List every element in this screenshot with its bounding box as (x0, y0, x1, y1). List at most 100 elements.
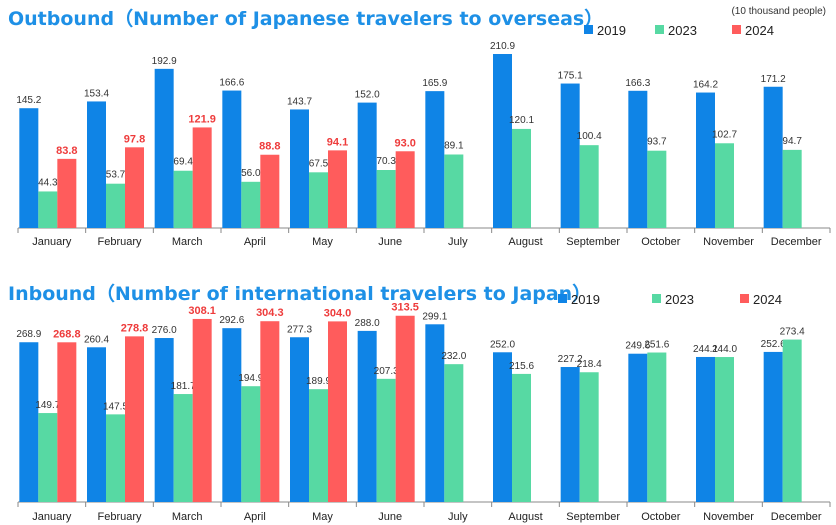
outbound-legend: 2019 2023 2024 (584, 23, 774, 38)
inbound-bar-2019-february (87, 347, 106, 502)
outbound-label-2019-september: 175.1 (558, 71, 583, 82)
inbound-bar-2024-may (328, 321, 347, 502)
outbound-label-2023-january: 44.3 (38, 177, 58, 188)
inbound-chart: Inbound（Number of international traveler… (8, 282, 831, 523)
outbound-bar-2023-july (444, 154, 464, 228)
inbound-label-2024-june: 313.5 (391, 302, 419, 314)
inbound-month-label-october: October (641, 511, 680, 523)
inbound-label-2024-february: 278.8 (121, 322, 149, 334)
outbound-bar-2023-june (376, 170, 396, 228)
inbound-bar-2019-january (19, 342, 39, 502)
outbound-label-2019-march: 192.9 (152, 56, 177, 67)
outbound-label-2023-december: 94.7 (782, 136, 802, 147)
unit-note: (10 thousand people) (731, 6, 826, 17)
outbound-bar-2023-november (715, 143, 734, 228)
inbound-month-label-december: December (771, 511, 822, 523)
outbound-bar-2023-march (173, 170, 193, 228)
inbound-label-2024-january: 268.8 (53, 328, 81, 340)
inbound-label-2019-april: 292.6 (219, 315, 244, 326)
outbound-label-2024-may: 94.1 (327, 136, 348, 148)
inbound-legend-label-2023: 2023 (665, 292, 694, 307)
inbound-legend-swatch-2024 (740, 294, 749, 303)
outbound-month-label-february: February (97, 236, 142, 248)
inbound-title: Inbound（Number of international traveler… (8, 282, 591, 305)
outbound-label-2023-july: 89.1 (444, 140, 464, 151)
outbound-title: Outbound（Number of Japanese travelers to… (8, 7, 603, 30)
inbound-label-2023-march: 181.7 (171, 381, 196, 392)
inbound-bar-2019-april (222, 328, 242, 502)
outbound-label-2019-december: 171.2 (761, 74, 786, 85)
inbound-legend-swatch-2019 (558, 294, 567, 303)
outbound-label-2019-july: 165.9 (422, 78, 447, 89)
inbound-label-2023-september: 218.4 (577, 359, 602, 370)
outbound-legend-swatch-2024 (732, 25, 741, 34)
inbound-legend-label-2024: 2024 (753, 292, 782, 307)
inbound-label-2019-february: 260.4 (84, 334, 109, 345)
inbound-month-label-january: January (32, 511, 72, 523)
outbound-bar-2024-march (192, 127, 212, 228)
inbound-month-label-june: June (378, 511, 402, 523)
inbound-bar-2023-july (444, 364, 464, 502)
inbound-bar-2019-november (696, 356, 715, 502)
inbound-label-2019-december: 252.6 (761, 339, 786, 350)
outbound-bar-2019-april (222, 90, 242, 229)
outbound-label-2019-august: 210.9 (490, 41, 515, 52)
inbound-bar-2019-may (290, 337, 309, 502)
inbound-bar-2019-august (493, 352, 512, 502)
outbound-bar-2023-october (647, 150, 667, 228)
inbound-month-label-may: May (312, 511, 333, 523)
outbound-month-label-september: September (566, 236, 620, 248)
inbound-month-label-september: September (566, 511, 620, 523)
inbound-label-2024-march: 308.1 (188, 305, 216, 317)
inbound-label-2023-january: 149.7 (35, 400, 60, 411)
inbound-month-label-july: July (448, 511, 468, 523)
inbound-bar-2019-september (560, 367, 580, 502)
outbound-month-label-december: December (771, 236, 822, 248)
outbound-label-2023-march: 69.4 (173, 157, 193, 168)
inbound-label-2024-may: 304.0 (324, 307, 352, 319)
inbound-bar-2024-february (125, 336, 144, 502)
inbound-label-2023-april: 194.9 (238, 373, 263, 384)
inbound-bar-2024-january (57, 342, 77, 502)
inbound-month-label-april: April (244, 511, 266, 523)
outbound-bar-2019-july (425, 91, 445, 228)
inbound-bar-2019-june (357, 330, 377, 502)
outbound-label-2023-november: 102.7 (712, 129, 737, 140)
outbound-bar-2023-may (309, 172, 328, 228)
outbound-label-2023-april: 56.0 (241, 168, 261, 179)
outbound-bar-2023-february (106, 183, 125, 228)
outbound-label-2024-june: 93.0 (394, 137, 415, 149)
inbound-bar-2023-august (512, 373, 531, 502)
outbound-chart: Outbound（Number of Japanese travelers to… (8, 7, 831, 248)
outbound-bar-2024-january (57, 158, 77, 228)
outbound-label-2024-february: 97.8 (124, 133, 145, 145)
outbound-bar-2019-may (290, 109, 309, 228)
outbound-label-2019-october: 166.3 (625, 78, 650, 89)
outbound-month-label-may: May (312, 236, 333, 248)
outbound-label-2019-february: 153.4 (84, 88, 109, 99)
inbound-label-2019-october: 249.6 (625, 341, 650, 352)
outbound-label-2024-january: 83.8 (56, 145, 77, 157)
outbound-bar-2019-december (763, 86, 783, 228)
outbound-label-2023-may: 67.5 (309, 158, 329, 169)
inbound-label-2019-january: 268.9 (16, 329, 41, 340)
inbound-label-2023-may: 189.9 (306, 376, 331, 387)
outbound-month-label-october: October (641, 236, 680, 248)
inbound-bar-2023-january (38, 413, 58, 502)
inbound-bar-2019-october (628, 353, 648, 502)
inbound-label-2023-december: 273.4 (780, 327, 805, 338)
inbound-bar-2024-april (260, 321, 280, 502)
outbound-bar-2019-february (87, 101, 106, 228)
outbound-label-2023-october: 93.7 (647, 137, 667, 148)
outbound-label-2019-april: 166.6 (219, 78, 244, 89)
inbound-bar-2023-february (106, 414, 125, 502)
outbound-label-2019-may: 143.7 (287, 96, 312, 107)
inbound-month-label-march: March (172, 511, 203, 523)
outbound-label-2023-june: 70.3 (376, 156, 396, 167)
inbound-label-2019-june: 288.0 (355, 318, 380, 329)
outbound-bar-2023-april (241, 181, 261, 228)
outbound-month-label-april: April (244, 236, 266, 248)
outbound-legend-label-2023: 2023 (668, 23, 697, 38)
outbound-legend-swatch-2019 (584, 25, 593, 34)
